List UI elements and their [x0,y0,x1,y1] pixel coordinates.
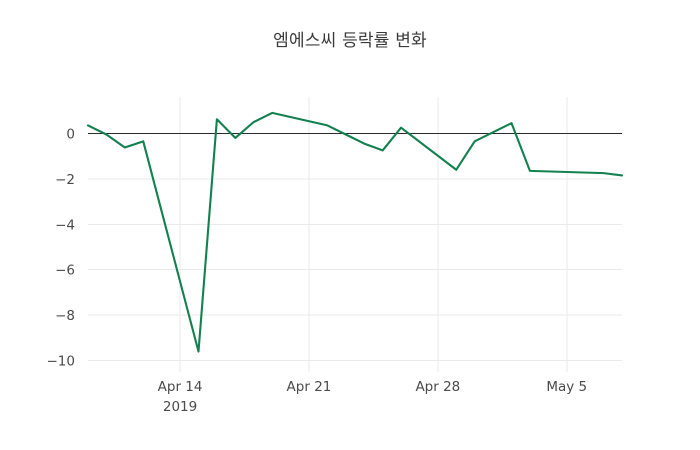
x-axis-tick-labels: Apr 14 2019 Apr 21 Apr 28 May 5 [158,379,588,415]
x-tick-label: Apr 14 [158,379,203,395]
x-tick-sublabel: 2019 [163,399,197,415]
y-gridlines [88,132,622,362]
series-line-0 [86,111,624,353]
x-tick-label: Apr 21 [287,379,332,395]
y-tick-label: 0 [66,126,75,142]
y-tick-label: −8 [55,308,75,324]
y-axis-tick-labels: 0 −2 −4 −6 −8 −10 [47,126,76,369]
x-tick-label: Apr 28 [415,379,460,395]
x-tick-label: May 5 [546,379,587,395]
data-series-group [86,111,624,353]
y-tick-label: −6 [55,263,75,279]
x-gridlines [179,97,568,372]
y-tick-label: −4 [55,217,75,233]
y-tick-label: −10 [47,354,76,370]
chart-title: 엠에스씨 등락률 변화 [273,31,427,51]
y-tick-label: −2 [55,172,75,188]
